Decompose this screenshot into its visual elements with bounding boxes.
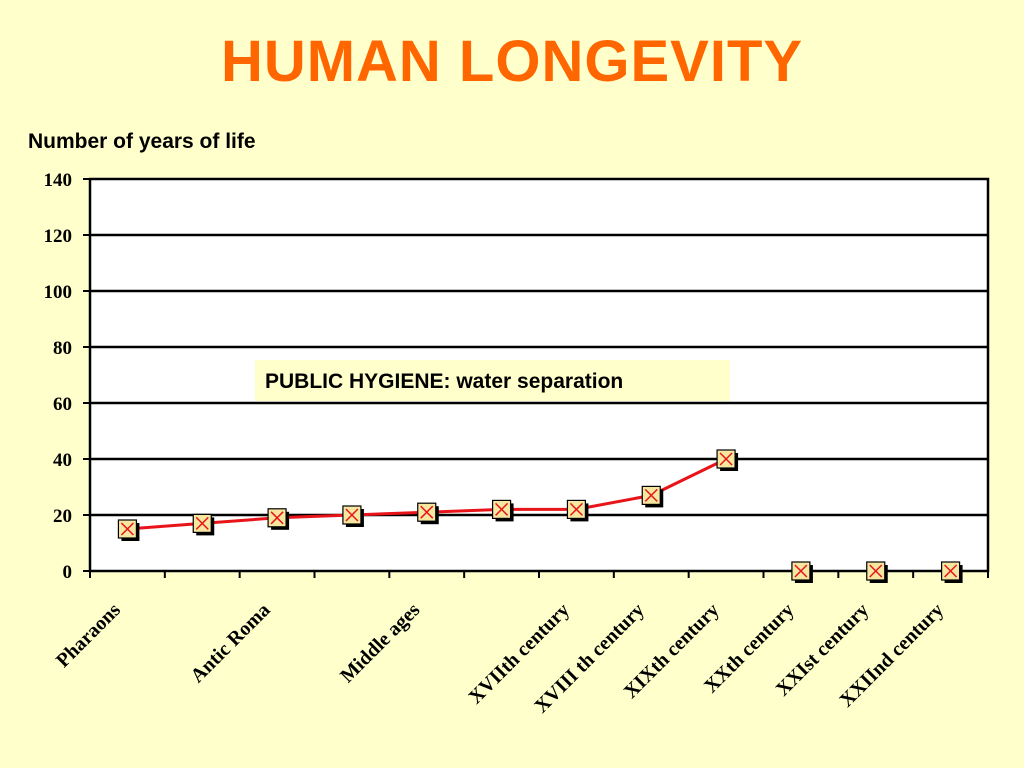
annotation-public-hygiene: PUBLIC HYGIENE: water separation (255, 360, 730, 401)
marker-cross-b (120, 522, 134, 536)
x-tick-label-0: Pharaons (52, 599, 125, 672)
marker-cross-b (644, 488, 658, 502)
marker-cross-b (944, 564, 958, 578)
y-tick-label-40: 40 (53, 450, 72, 471)
data-point-9 (791, 561, 813, 583)
y-tick-label-0: 0 (63, 562, 73, 583)
data-point-8 (716, 449, 739, 471)
y-axis-label: Number of years of life (28, 130, 256, 153)
marker-cross-b (719, 452, 733, 466)
y-axis-ticks: 0 20 40 60 80 100 120 140 (44, 170, 90, 583)
marker-cross-b (195, 516, 209, 530)
y-tick-label-120: 120 (44, 226, 73, 247)
data-point-6 (566, 499, 589, 522)
x-axis-ticks: Pharaons Antic Roma Middle ages XVIIth cent… (52, 571, 989, 717)
gridlines (90, 233, 988, 517)
x-tick-label-2: Antic Roma (186, 599, 274, 687)
data-point-7 (641, 485, 664, 508)
data-point-4 (417, 502, 439, 525)
series-markers (117, 449, 963, 583)
data-point-10 (866, 561, 888, 583)
y-tick-label-20: 20 (53, 506, 72, 527)
x-tick-label-4: Middle ages (336, 599, 424, 687)
y-tick-label-140: 140 (44, 170, 73, 191)
data-point-3 (342, 505, 364, 527)
data-point-11 (940, 561, 963, 583)
data-point-5 (491, 499, 514, 522)
data-point-2 (267, 508, 290, 530)
marker-cross-b (420, 505, 434, 519)
marker-cross-b (794, 564, 808, 578)
marker-cross-b (569, 502, 583, 516)
data-point-0 (117, 519, 140, 541)
y-tick-label-80: 80 (53, 338, 72, 359)
y-tick-label-60: 60 (53, 394, 72, 415)
data-point-1 (192, 513, 215, 536)
marker-cross-b (495, 502, 509, 516)
y-tick-label-100: 100 (44, 282, 73, 303)
marker-cross-b (270, 511, 284, 525)
marker-cross-b (869, 564, 883, 578)
chart-title: HUMAN LONGEVITY (220, 29, 804, 94)
marker-cross-b (345, 508, 359, 522)
